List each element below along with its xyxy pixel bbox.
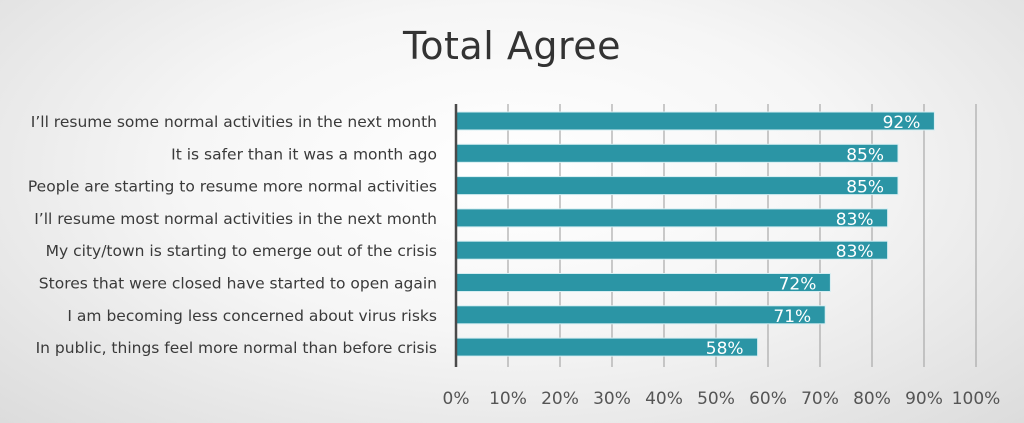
category-labels: I’ll resume some normal activities in th… — [28, 113, 437, 357]
category-label: It is safer than it was a month ago — [171, 145, 437, 163]
category-label: My city/town is starting to emerge out o… — [46, 242, 437, 260]
data-label: 58% — [706, 339, 744, 359]
x-tick-label: 40% — [645, 389, 683, 409]
category-label: I’ll resume most normal activities in th… — [34, 210, 437, 228]
bar — [455, 143, 899, 163]
category-label: I’ll resume some normal activities in th… — [31, 113, 437, 131]
x-tick-label: 50% — [697, 389, 735, 409]
bar — [455, 240, 889, 260]
category-label: People are starting to resume more norma… — [28, 178, 437, 196]
bar — [455, 176, 899, 196]
data-label: 85% — [846, 145, 884, 165]
data-labels: 92% 85% 85% 83% 83% 72% 71% 58% — [706, 113, 921, 359]
bar — [455, 111, 935, 131]
x-tick-label: 80% — [853, 389, 891, 409]
category-label: I am becoming less concerned about virus… — [67, 307, 437, 325]
data-label: 71% — [773, 307, 811, 327]
chart-title: Total Agree — [403, 24, 621, 68]
x-tick-label: 90% — [905, 389, 943, 409]
data-label: 92% — [883, 113, 921, 133]
bar — [455, 305, 826, 325]
x-axis-ticks: 0% 10% 20% 30% 40% 50% 60% 70% 80% 90% 100% — [443, 389, 1001, 409]
category-label: Stores that were closed have started to … — [39, 275, 437, 293]
grid-lines — [507, 104, 977, 367]
bars — [455, 111, 935, 357]
data-label: 83% — [836, 210, 874, 230]
category-label: In public, things feel more normal than … — [36, 339, 437, 357]
data-label: 85% — [846, 178, 884, 198]
x-tick-label: 30% — [593, 389, 631, 409]
bar — [455, 208, 889, 228]
x-tick-label: 10% — [489, 389, 527, 409]
x-tick-label: 70% — [801, 389, 839, 409]
x-tick-label: 60% — [749, 389, 787, 409]
bar — [455, 273, 831, 292]
x-tick-label: 100% — [952, 389, 1001, 409]
x-tick-label: 0% — [443, 389, 470, 409]
data-label: 72% — [779, 275, 817, 295]
x-tick-label: 20% — [541, 389, 579, 409]
data-label: 83% — [836, 242, 874, 262]
